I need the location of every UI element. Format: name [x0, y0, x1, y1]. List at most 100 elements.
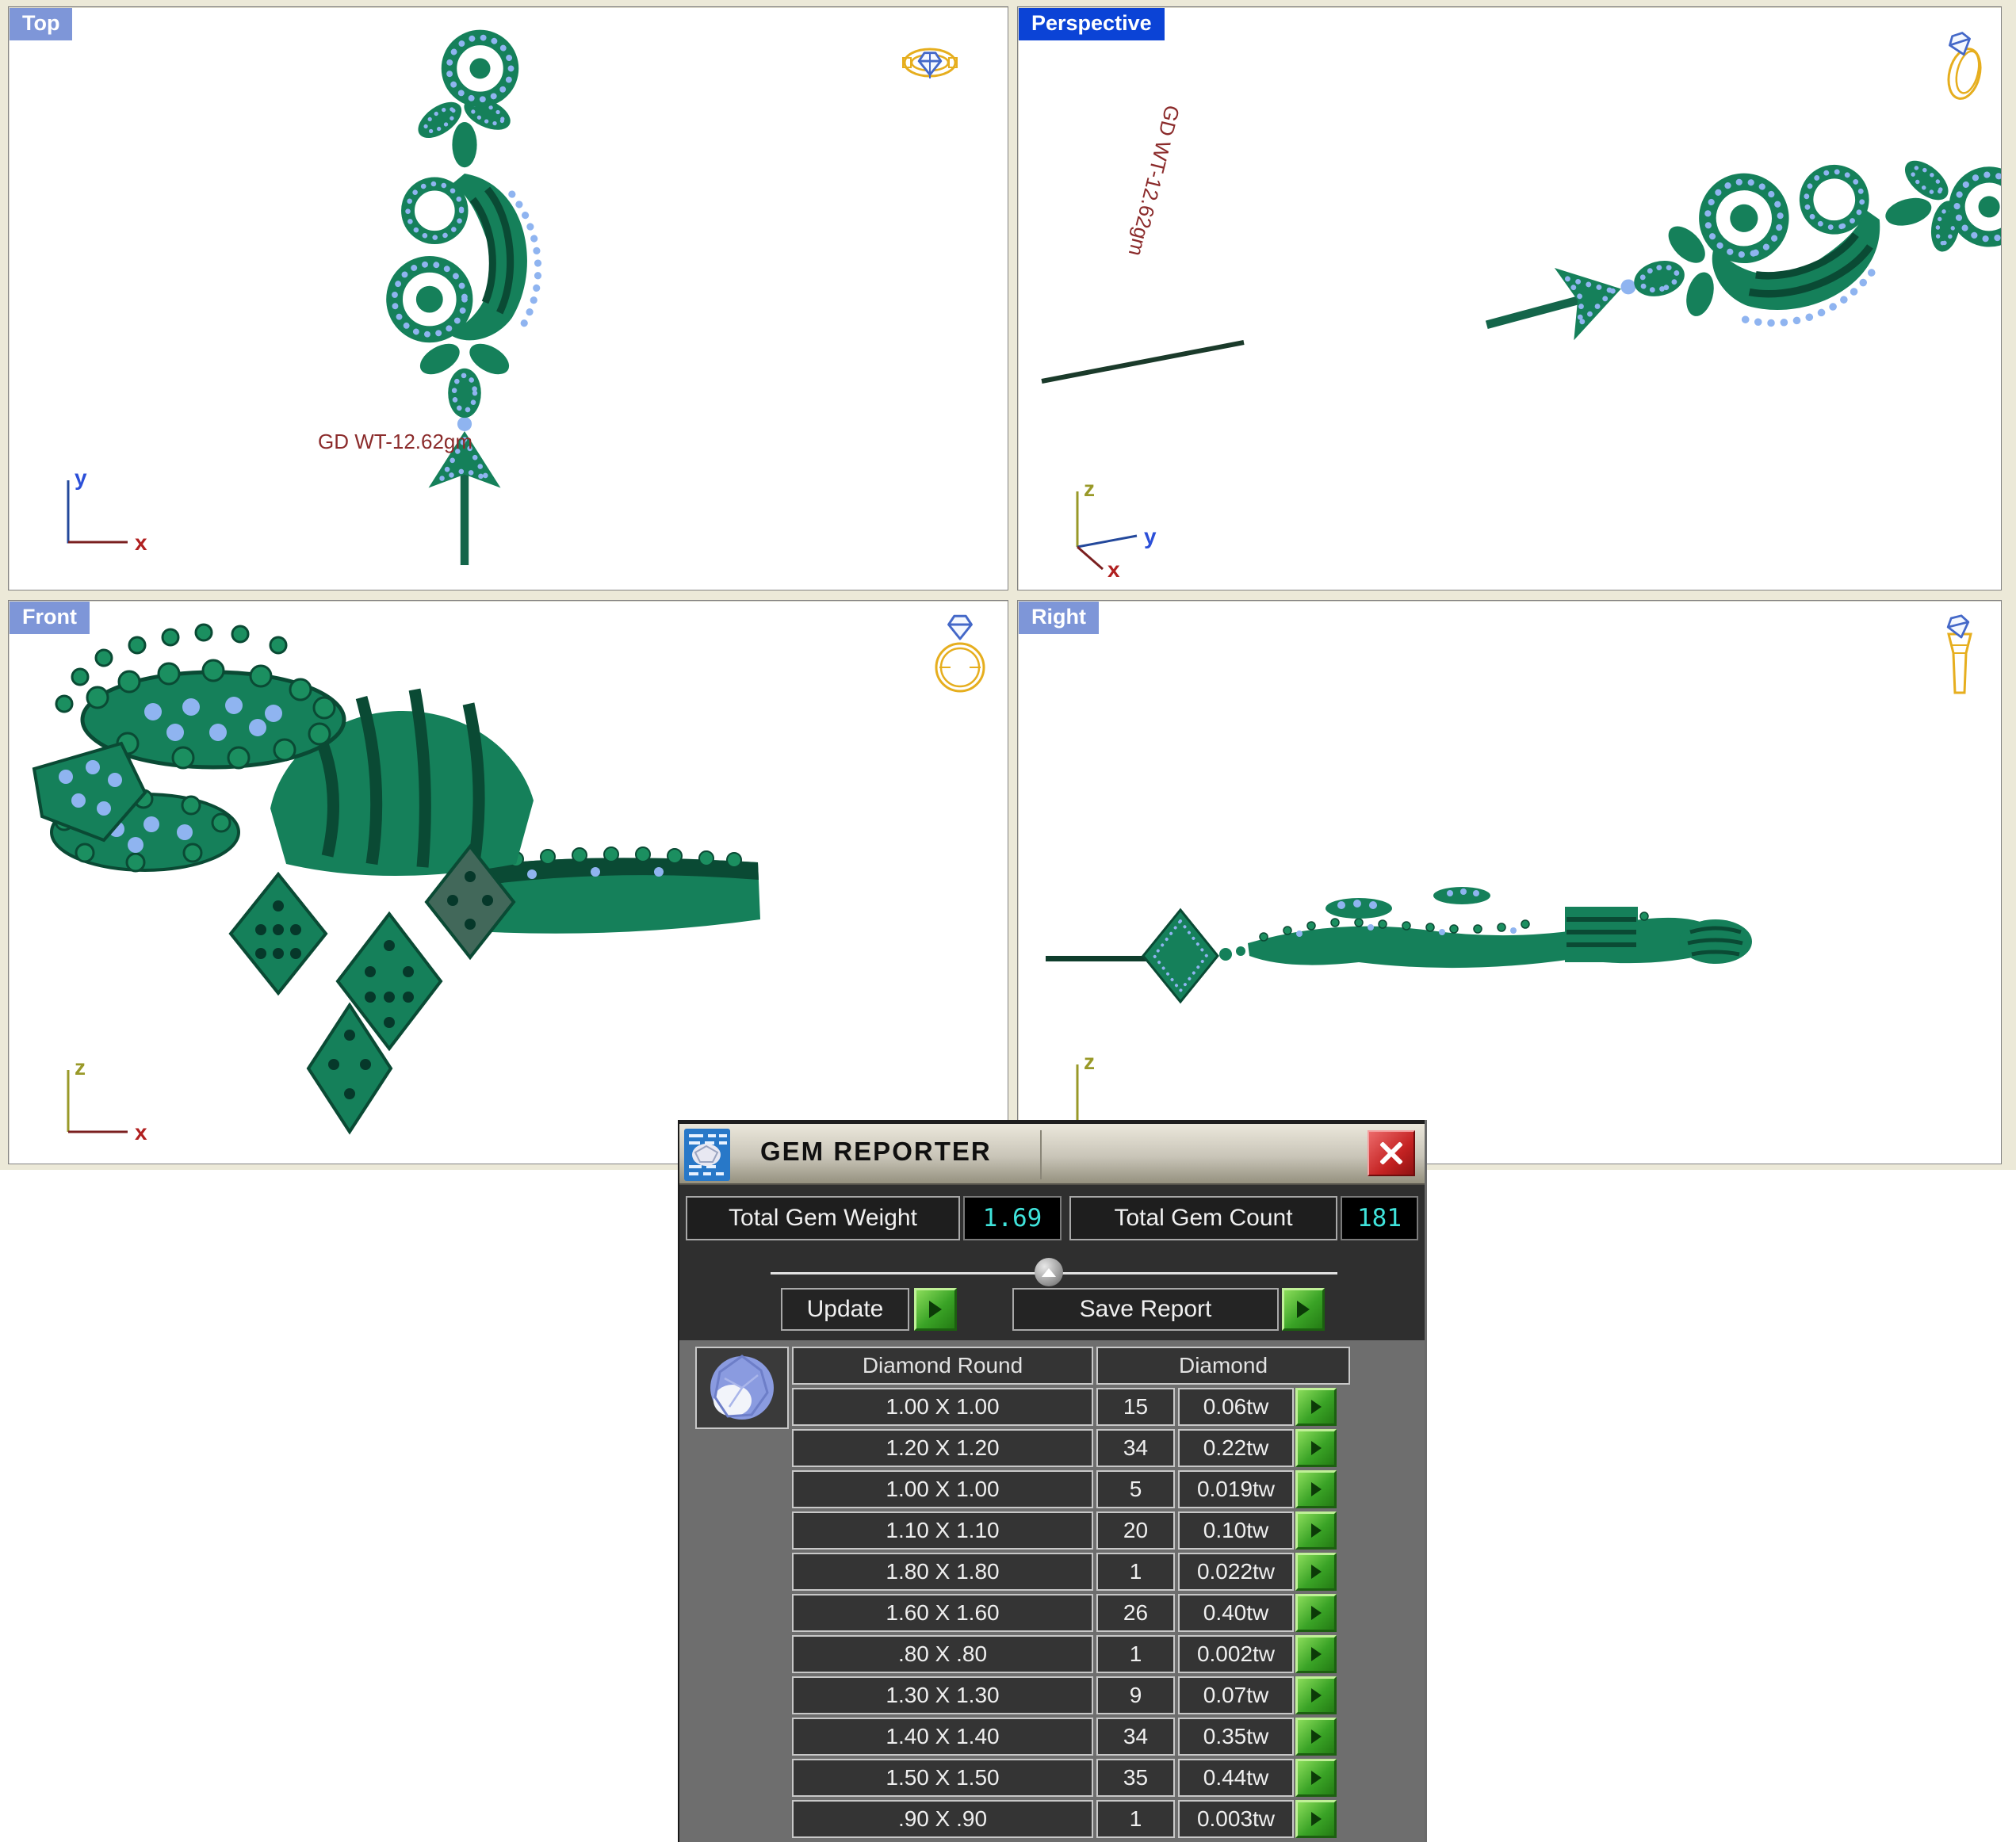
update-button[interactable]: Update [781, 1288, 909, 1331]
total-gem-weight-value: 1.69 [963, 1196, 1062, 1240]
gem-weight: 0.44tw [1178, 1759, 1294, 1797]
gem-weight: 0.10tw [1178, 1511, 1294, 1550]
svg-text:y: y [1144, 524, 1157, 548]
gem-count: 15 [1096, 1388, 1175, 1426]
gem-size: 1.50 X 1.50 [792, 1759, 1093, 1797]
axis-gizmo-perspective: z y x [1076, 477, 1157, 580]
table-row: 1.20 X 1.20 34 0.22tw [792, 1429, 1361, 1467]
svg-text:z: z [1084, 1049, 1095, 1074]
gem-weight: 0.06tw [1178, 1388, 1294, 1426]
save-report-go-button[interactable] [1282, 1288, 1325, 1331]
row-expand-button[interactable] [1295, 1718, 1337, 1756]
row-expand-button[interactable] [1295, 1470, 1337, 1508]
row-expand-button[interactable] [1295, 1553, 1337, 1591]
viewport-title-front[interactable]: Front [10, 602, 90, 634]
viewport-top[interactable]: Top GD WT-12.62gm y x [8, 6, 1008, 590]
slider-arrow-icon [1042, 1267, 1056, 1277]
viewport-title-right[interactable]: Right [1019, 602, 1099, 634]
gem-size: 1.60 X 1.60 [792, 1594, 1093, 1632]
row-expand-button[interactable] [1295, 1429, 1337, 1467]
gem-count: 9 [1096, 1676, 1175, 1714]
svg-text:x: x [135, 530, 147, 555]
ring-side-icon [1945, 613, 1973, 694]
row-expand-button[interactable] [1295, 1635, 1337, 1673]
gem-count: 34 [1096, 1429, 1175, 1467]
gem-table: Diamond Round Diamond 1.00 X 1.00 15 0.0… [695, 1347, 1361, 1841]
row-expand-button[interactable] [1295, 1594, 1337, 1632]
gem-weight: 0.40tw [1178, 1594, 1294, 1632]
jewelry-model-perspective-view [1041, 7, 2001, 590]
table-row: 1.60 X 1.60 26 0.40tw [792, 1594, 1361, 1632]
jewelry-model-front-view [32, 623, 760, 1135]
save-report-button[interactable]: Save Report [1012, 1288, 1279, 1331]
gem-thumbnail-cell[interactable] [695, 1347, 789, 1429]
gem-reporter-app-icon [684, 1129, 730, 1181]
table-header-row: Diamond Round Diamond [792, 1347, 1361, 1385]
gem-weight: 0.022tw [1178, 1553, 1294, 1591]
viewport-perspective[interactable]: Perspective GD WT-12.62gm z y x [1017, 6, 2002, 590]
jewelry-model-right-view [1046, 887, 1752, 1004]
column-header-shape: Diamond Round [792, 1347, 1093, 1385]
table-row: .80 X .80 1 0.002tw [792, 1635, 1361, 1673]
row-expand-button[interactable] [1295, 1388, 1337, 1426]
update-go-button[interactable] [914, 1288, 957, 1331]
row-expand-button[interactable] [1295, 1511, 1337, 1550]
gem-table-zone: Diamond Round Diamond 1.00 X 1.00 15 0.0… [679, 1340, 1425, 1842]
close-button[interactable] [1368, 1130, 1415, 1176]
gem-count: 20 [1096, 1511, 1175, 1550]
table-row: 1.00 X 1.00 15 0.06tw [792, 1388, 1361, 1426]
gem-weight: 0.22tw [1178, 1429, 1294, 1467]
table-row: 1.00 X 1.00 5 0.019tw [792, 1470, 1361, 1508]
table-row: 1.50 X 1.50 35 0.44tw [792, 1759, 1361, 1797]
play-icon [1310, 1400, 1322, 1414]
gem-count: 35 [1096, 1759, 1175, 1797]
gem-weight: 0.07tw [1178, 1676, 1294, 1714]
ring-perspective-icon [1946, 30, 1982, 100]
gem-weight: 0.003tw [1178, 1800, 1294, 1838]
gem-size: 1.30 X 1.30 [792, 1676, 1093, 1714]
table-row: 1.80 X 1.80 1 0.022tw [792, 1553, 1361, 1591]
gem-size: 1.80 X 1.80 [792, 1553, 1093, 1591]
gem-weight: 0.002tw [1178, 1635, 1294, 1673]
table-row: .90 X .90 1 0.003tw [792, 1800, 1361, 1838]
gem-count: 1 [1096, 1553, 1175, 1591]
gem-size: 1.00 X 1.00 [792, 1388, 1093, 1426]
dialog-title: GEM REPORTER [760, 1137, 992, 1166]
zoom-slider-thumb[interactable] [1035, 1258, 1063, 1286]
ring-front-icon [935, 614, 985, 693]
gem-count: 34 [1096, 1718, 1175, 1756]
gold-weight-annotation: GD WT-12.62gm [318, 430, 473, 453]
row-expand-button[interactable] [1295, 1676, 1337, 1714]
row-expand-button[interactable] [1295, 1759, 1337, 1797]
row-expand-button[interactable] [1295, 1800, 1337, 1838]
svg-text:y: y [75, 465, 87, 490]
table-row: 1.10 X 1.10 20 0.10tw [792, 1511, 1361, 1550]
dialog-titlebar[interactable]: GEM REPORTER [679, 1120, 1425, 1185]
viewport-title-perspective[interactable]: Perspective [1019, 8, 1165, 40]
gem-count: 1 [1096, 1800, 1175, 1838]
gem-weight: 0.35tw [1178, 1718, 1294, 1756]
ring-top-icon [902, 48, 958, 78]
svg-text:x: x [1107, 557, 1120, 580]
titlebar-divider [1040, 1130, 1042, 1179]
viewport-right[interactable]: Right z [1017, 600, 2002, 1164]
svg-text:x: x [135, 1120, 147, 1145]
total-gem-count-value: 181 [1341, 1196, 1418, 1240]
svg-text:z: z [1084, 477, 1095, 501]
viewport-title-top[interactable]: Top [10, 8, 73, 40]
gem-size: .90 X .90 [792, 1800, 1093, 1838]
gem-size: 1.20 X 1.20 [792, 1429, 1093, 1467]
gem-size: 1.40 X 1.40 [792, 1718, 1093, 1756]
column-header-material: Diamond [1096, 1347, 1350, 1385]
gem-count: 5 [1096, 1470, 1175, 1508]
play-icon [929, 1301, 942, 1318]
table-row: 1.30 X 1.30 9 0.07tw [792, 1676, 1361, 1714]
table-row: 1.40 X 1.40 34 0.35tw [792, 1718, 1361, 1756]
viewport-front[interactable]: Front z x [8, 600, 1008, 1164]
gem-reporter-dialog: GEM REPORTER Total Gem Weight 1.69 Total… [678, 1120, 1427, 1842]
total-gem-weight-label: Total Gem Weight [686, 1196, 960, 1240]
gem-count: 1 [1096, 1635, 1175, 1673]
viewport-region: Top GD WT-12.62gm y x Pe [0, 0, 2016, 1170]
diamond-gem-icon [710, 1355, 774, 1420]
